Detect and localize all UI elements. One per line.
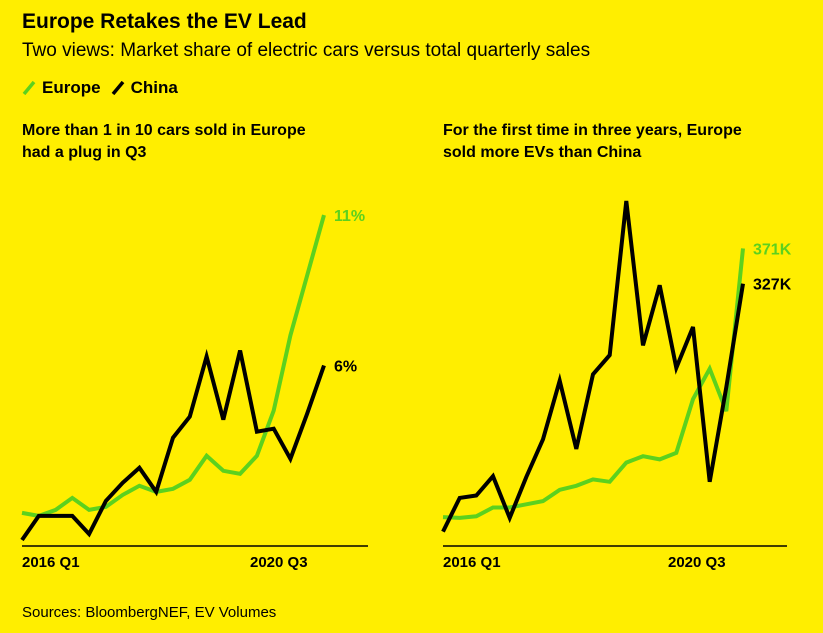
left-panel-title: More than 1 in 10 cars sold in Europe ha… <box>22 120 306 164</box>
right-panel-title-line-1: For the first time in three years, Europ… <box>443 122 742 139</box>
right-end-label-china: 327K <box>753 277 792 294</box>
left-series-china <box>20 348 326 542</box>
legend-item-china: China <box>111 78 178 98</box>
legend-label-china: China <box>130 78 178 97</box>
left-x-tick-label: 2016 Q1 <box>22 554 80 571</box>
legend-swatch-europe <box>22 81 36 95</box>
legend-item-europe: Europe <box>22 78 101 98</box>
right-series-china <box>441 200 745 533</box>
left-series-europe <box>21 214 326 518</box>
left-chart: 2016 Q1 2020 Q3 11% 6% <box>20 208 368 571</box>
right-panel-title: For the first time in three years, Europ… <box>443 120 742 164</box>
left-x-tick-label: 2020 Q3 <box>250 554 308 571</box>
right-end-label-europe: 371K <box>753 241 792 258</box>
legend: Europe China <box>22 78 188 98</box>
legend-label-europe: Europe <box>42 78 101 97</box>
right-chart: 2016 Q1 2020 Q3 371K 327K <box>441 200 792 571</box>
right-x-tick-label: 2016 Q1 <box>443 554 501 571</box>
left-end-label-china: 6% <box>334 359 357 376</box>
right-panel-title-line-2: sold more EVs than China <box>443 144 642 161</box>
left-panel-title-line-1: More than 1 in 10 cars sold in Europe <box>22 122 306 139</box>
right-series-europe <box>442 248 745 520</box>
source-note: Sources: BloombergNEF, EV Volumes <box>22 604 277 621</box>
chart-subtitle: Two views: Market share of electric cars… <box>22 40 591 61</box>
left-end-label-europe: 11% <box>334 208 365 225</box>
left-panel-title-line-2: had a plug in Q3 <box>22 144 147 161</box>
right-x-tick-label: 2020 Q3 <box>668 554 726 571</box>
legend-swatch-china <box>111 81 124 95</box>
chart-title: Europe Retakes the EV Lead <box>22 10 307 33</box>
